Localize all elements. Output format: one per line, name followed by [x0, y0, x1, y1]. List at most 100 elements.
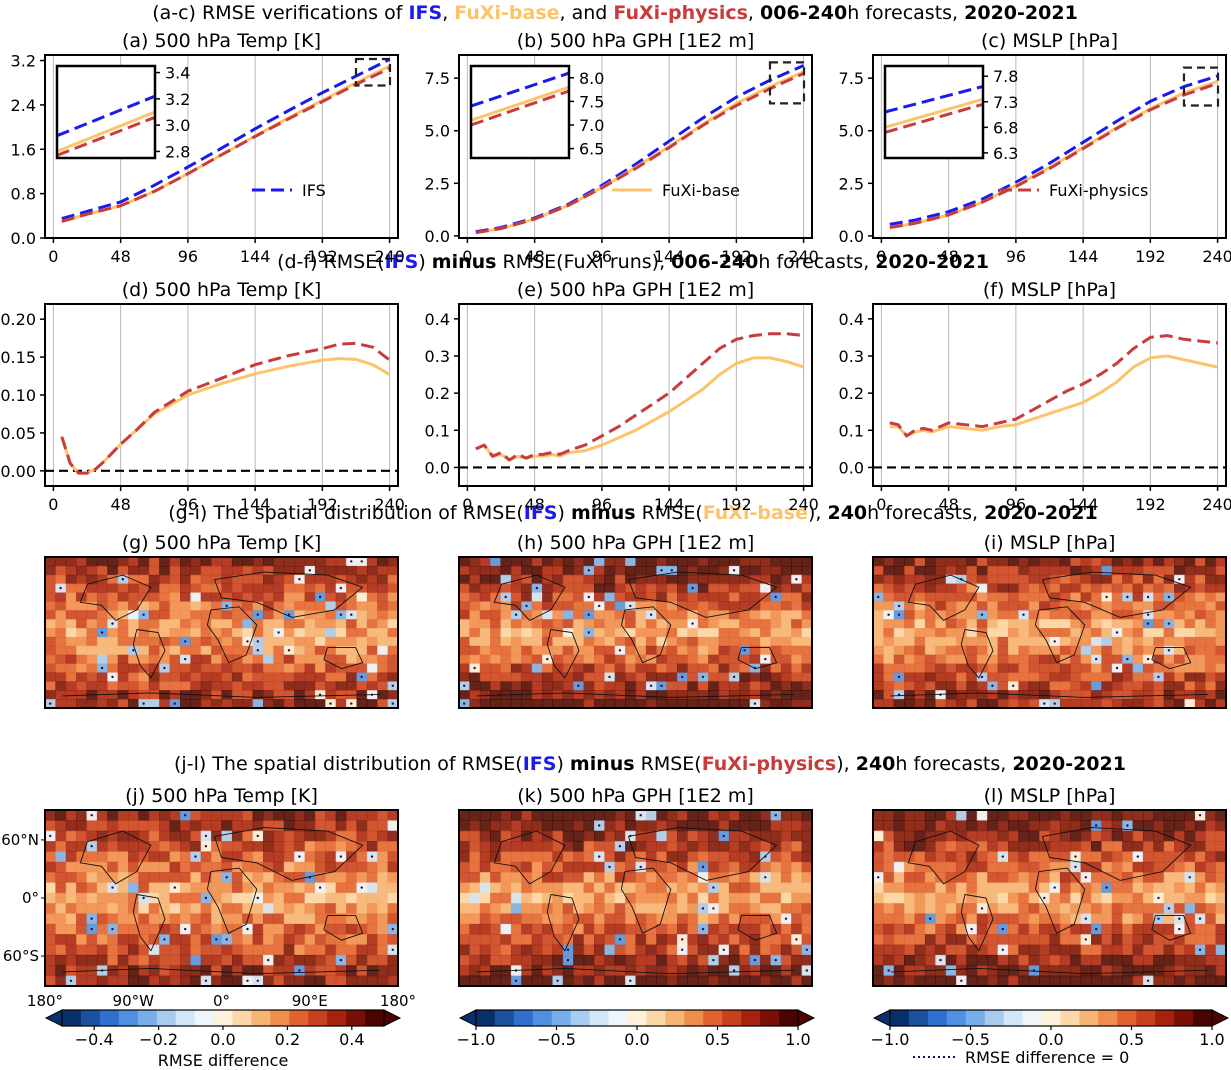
map-cell — [708, 872, 720, 884]
map-cell — [387, 672, 398, 682]
map-cell — [387, 663, 398, 674]
map-cell — [893, 628, 905, 638]
map-cell — [945, 841, 957, 853]
map-cell — [490, 619, 502, 629]
map-cell — [583, 636, 595, 647]
map-cell — [1070, 690, 1082, 700]
map-cell — [366, 681, 378, 691]
map-cell — [211, 681, 223, 691]
map-cell — [873, 954, 884, 966]
map-cell — [294, 810, 306, 821]
map-cell — [45, 820, 56, 832]
map-cell — [997, 663, 1009, 674]
map-cell — [604, 934, 616, 946]
map-cell — [1153, 565, 1165, 576]
map-cell — [718, 861, 730, 873]
map-cell — [708, 830, 720, 842]
map-cell — [138, 681, 150, 691]
zero-contour-dot — [504, 595, 507, 599]
map-cell — [1142, 565, 1154, 576]
map-cell — [76, 820, 88, 832]
map-cell — [128, 934, 140, 946]
map-cell — [377, 583, 389, 594]
map-cell — [542, 882, 554, 894]
map-cell — [510, 872, 522, 884]
zero-contour-dot — [753, 958, 757, 962]
map-cell — [325, 583, 337, 594]
coastline — [960, 629, 994, 679]
map-cell — [1132, 645, 1144, 656]
map-cell — [583, 681, 595, 691]
map-cell — [377, 944, 389, 956]
map-cell — [479, 820, 491, 832]
map-cell — [346, 619, 358, 629]
zero-contour-dot — [629, 604, 632, 608]
zero-contour-dot — [350, 702, 353, 705]
map-cell — [211, 610, 223, 620]
map-cell — [791, 672, 803, 682]
y-tick-label: 0.0 — [11, 229, 36, 248]
map-cell — [1163, 965, 1175, 977]
map-cell — [625, 583, 637, 594]
map-cell — [169, 601, 181, 611]
map-cell — [294, 882, 306, 894]
map-cell — [1080, 690, 1092, 700]
map-cell — [666, 810, 678, 821]
map-cell — [749, 913, 761, 925]
map-cell — [159, 965, 171, 977]
map-cell — [604, 681, 616, 691]
map-cell — [1070, 923, 1082, 935]
map-cell — [780, 601, 792, 611]
map-cell — [728, 944, 740, 956]
map-cell — [304, 681, 316, 691]
map-cell — [1059, 820, 1071, 832]
map-cell — [117, 592, 129, 602]
map-cell — [677, 654, 688, 665]
map-cell — [552, 913, 564, 925]
zero-contour-dot — [1178, 578, 1181, 581]
zero-contour-dot — [897, 604, 901, 608]
zero-contour-dot — [598, 855, 601, 858]
inset-y-tick-label: 7.8 — [993, 67, 1018, 86]
map-cell — [604, 610, 616, 620]
coastline — [79, 830, 152, 885]
map-cell — [346, 861, 358, 873]
map-cell — [645, 592, 657, 602]
map-cell — [1174, 636, 1186, 647]
map-cell — [366, 882, 378, 894]
map-cell — [656, 851, 668, 863]
map-cell — [65, 892, 77, 904]
map-cell — [148, 601, 160, 611]
map-cell — [148, 699, 160, 708]
map-cell — [562, 610, 574, 620]
map-cell — [1163, 583, 1175, 594]
map-cell — [335, 654, 347, 665]
map-cell — [221, 944, 233, 956]
map-cell — [479, 619, 491, 629]
map-cell — [614, 636, 626, 647]
map-cell — [904, 592, 916, 602]
map-cell — [263, 923, 274, 935]
map-cell — [780, 882, 792, 894]
map-cell — [583, 690, 595, 700]
map-cell — [117, 820, 129, 832]
map-cell — [1028, 913, 1040, 925]
map-cell — [346, 892, 358, 904]
map-cell — [976, 965, 988, 977]
map-cell — [211, 954, 223, 966]
map-cell — [1142, 645, 1154, 656]
map-cell — [552, 610, 564, 620]
map-cell — [791, 654, 803, 665]
map-cell — [356, 903, 368, 915]
map-cell — [294, 672, 306, 682]
map-cell — [335, 619, 347, 629]
map-cell — [924, 872, 936, 884]
map-cell — [76, 565, 88, 576]
map-cell — [1174, 601, 1186, 611]
map-cell — [976, 923, 988, 935]
map-cell — [573, 654, 585, 665]
map-cell — [200, 663, 212, 674]
zero-contour-dot — [753, 702, 757, 705]
map-cell — [148, 851, 160, 863]
map-cell — [801, 810, 812, 821]
